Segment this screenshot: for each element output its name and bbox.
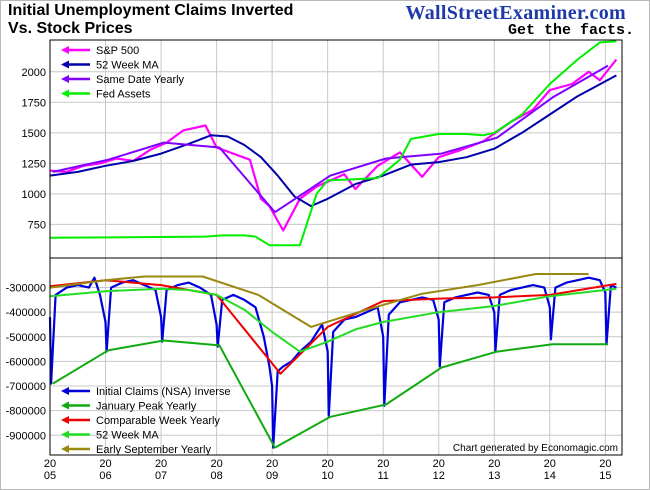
series-line-ma52_bottom <box>49 287 617 353</box>
y-tick-label: 1750 <box>22 97 46 109</box>
y-tick-label: -700000 <box>6 381 46 393</box>
x-tick-label: 20 <box>488 458 500 470</box>
legend-arrow-icon <box>61 89 69 98</box>
series-line-sept <box>49 273 589 328</box>
legend-arrow-icon <box>61 445 69 453</box>
series-line-ma52_top <box>49 74 617 208</box>
x-tick-label: 20 <box>322 458 334 470</box>
y-tick-label: 1500 <box>22 128 46 140</box>
legend-label: Fed Assets <box>96 89 151 101</box>
x-tick-label: 10 <box>322 470 334 482</box>
y-tick-label: -300000 <box>6 283 46 295</box>
x-tick-label: 15 <box>599 470 611 482</box>
legend-arrow-icon <box>61 430 69 439</box>
legend-arrow-icon <box>61 75 69 83</box>
y-tick-label: -600000 <box>6 356 46 368</box>
legend-label: S&P 500 <box>96 45 139 57</box>
brand-tagline: Get the facts. <box>507 22 634 39</box>
y-tick-label: -500000 <box>6 332 46 344</box>
x-tick-label: 20 <box>155 458 167 470</box>
y-tick-label: 2000 <box>22 67 46 79</box>
legend-arrow-icon <box>61 46 69 54</box>
y-tick-label: 1000 <box>22 189 46 201</box>
series-line-comparable <box>49 279 617 375</box>
legend-arrow-icon <box>61 416 69 424</box>
x-tick-label: 20 <box>44 458 56 470</box>
x-tick-label: 08 <box>210 470 222 482</box>
x-tick-label: 20 <box>210 458 222 470</box>
x-tick-label: 11 <box>377 470 388 482</box>
x-tick-label: 20 <box>544 458 556 470</box>
x-tick-label: 09 <box>266 470 278 482</box>
bottom-plot-border <box>49 257 623 456</box>
chart-title-line2: Vs. Stock Prices <box>8 20 133 37</box>
y-tick-label: -400000 <box>6 307 46 319</box>
x-tick-label: 12 <box>433 470 445 482</box>
legend-arrow-icon <box>61 387 69 395</box>
y-tick-label: 750 <box>28 219 46 231</box>
x-tick-label: 06 <box>99 470 111 482</box>
chart-title-line1: Initial Unemployment Claims Inverted <box>8 2 294 19</box>
series-line-same_date <box>52 64 609 214</box>
legend-label: 52 Week MA <box>96 430 159 442</box>
legend-label: January Peak Yearly <box>96 401 197 413</box>
y-tick-label: 1250 <box>22 158 46 170</box>
legend-label: Initial Claims (NSA) Inverse <box>96 386 230 398</box>
legend-arrow-icon <box>61 401 69 410</box>
x-tick-label: 20 <box>99 458 111 470</box>
legend-label: Early September Yearly <box>96 444 211 456</box>
x-tick-label: 14 <box>544 470 556 482</box>
legend-label: 52 Week MA <box>96 60 159 72</box>
y-tick-label: -800000 <box>6 406 46 418</box>
series-line-fed <box>49 40 617 247</box>
legend-label: Comparable Week Yearly <box>96 415 220 427</box>
x-tick-label: 20 <box>377 458 389 470</box>
x-tick-label: 20 <box>433 458 445 470</box>
top-plot-border <box>49 39 623 259</box>
brand-logo-text: WallStreetExaminer.com <box>405 2 626 24</box>
x-tick-label: 13 <box>488 470 500 482</box>
series-line-jan_peak <box>52 339 609 449</box>
x-tick-label: 20 <box>599 458 611 470</box>
y-tick-label: -900000 <box>6 430 46 442</box>
x-tick-label: 05 <box>44 470 56 482</box>
chart-credit: Chart generated by Economagic.com <box>453 443 618 454</box>
legend-arrow-icon <box>61 60 69 69</box>
x-tick-label: 07 <box>155 470 167 482</box>
legend-label: Same Date Yearly <box>96 74 185 86</box>
x-tick-label: 20 <box>266 458 278 470</box>
